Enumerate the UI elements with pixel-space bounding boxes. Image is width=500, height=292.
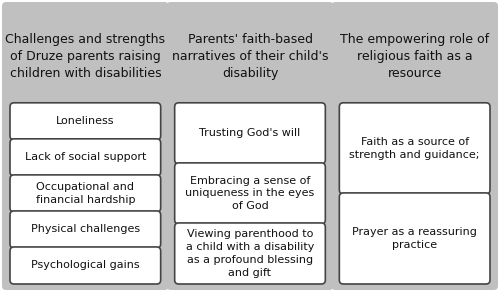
Text: Occupational and
financial hardship: Occupational and financial hardship (36, 182, 135, 205)
Text: The empowering role of
religious faith as a
resource: The empowering role of religious faith a… (340, 33, 489, 80)
FancyBboxPatch shape (174, 103, 326, 164)
Text: Loneliness: Loneliness (56, 116, 114, 126)
Text: Viewing parenthood to
a child with a disability
as a profound blessing
and gift: Viewing parenthood to a child with a dis… (186, 229, 314, 278)
FancyBboxPatch shape (174, 223, 326, 284)
Text: Physical challenges: Physical challenges (31, 225, 140, 234)
Text: Embracing a sense of
uniqueness in the eyes
of God: Embracing a sense of uniqueness in the e… (186, 175, 314, 211)
FancyBboxPatch shape (10, 103, 160, 140)
Text: Trusting God's will: Trusting God's will (200, 128, 300, 138)
FancyBboxPatch shape (174, 163, 326, 224)
Text: Parents' faith-based
narratives of their child's
disability: Parents' faith-based narratives of their… (172, 33, 328, 80)
FancyBboxPatch shape (340, 193, 490, 284)
Text: Lack of social support: Lack of social support (24, 152, 146, 162)
FancyBboxPatch shape (10, 139, 160, 176)
FancyBboxPatch shape (332, 2, 498, 290)
FancyBboxPatch shape (340, 103, 490, 194)
Text: Psychological gains: Psychological gains (31, 260, 140, 270)
Text: Challenges and strengths
of Druze parents raising
children with disabilities: Challenges and strengths of Druze parent… (6, 33, 166, 80)
FancyBboxPatch shape (10, 211, 160, 248)
FancyBboxPatch shape (2, 2, 168, 290)
Text: Faith as a source of
strength and guidance;: Faith as a source of strength and guidan… (350, 137, 480, 160)
Text: Prayer as a reassuring
practice: Prayer as a reassuring practice (352, 227, 477, 250)
FancyBboxPatch shape (166, 2, 334, 290)
FancyBboxPatch shape (10, 175, 160, 212)
FancyBboxPatch shape (10, 247, 160, 284)
